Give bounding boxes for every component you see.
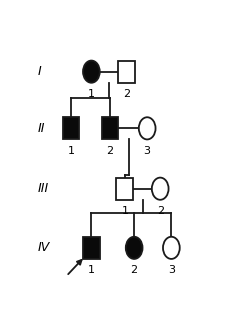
Text: III: III — [37, 182, 49, 195]
Text: IV: IV — [37, 241, 50, 254]
Circle shape — [152, 178, 168, 200]
Circle shape — [139, 117, 156, 140]
Text: 1: 1 — [67, 146, 74, 156]
Circle shape — [126, 237, 143, 259]
Bar — [102, 117, 118, 140]
Bar — [63, 117, 79, 140]
Bar — [83, 237, 100, 259]
Text: 1: 1 — [88, 89, 95, 99]
Circle shape — [83, 60, 100, 83]
Text: 3: 3 — [168, 265, 175, 275]
Circle shape — [163, 237, 180, 259]
Text: II: II — [37, 122, 45, 135]
Text: 3: 3 — [144, 146, 151, 156]
Text: 1: 1 — [88, 265, 95, 275]
Text: I: I — [37, 65, 41, 78]
Text: 2: 2 — [131, 265, 138, 275]
Bar — [118, 60, 135, 83]
Text: 2: 2 — [123, 89, 130, 99]
Text: 2: 2 — [157, 206, 164, 216]
Text: 2: 2 — [106, 146, 114, 156]
Bar — [116, 178, 133, 200]
Text: 1: 1 — [121, 206, 128, 216]
